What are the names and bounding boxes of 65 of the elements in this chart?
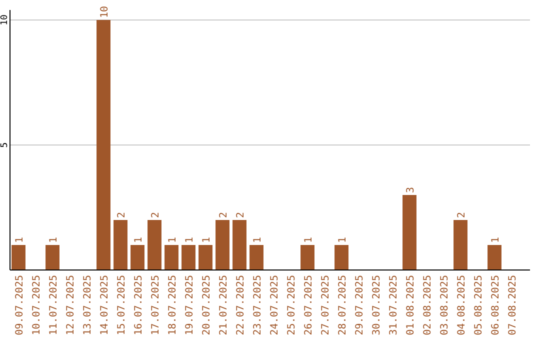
x-tick-label: 16.07.2025	[134, 275, 144, 336]
bar	[114, 220, 128, 270]
bar	[250, 245, 264, 270]
data-label: 1	[134, 236, 144, 243]
x-tick-label: 23.07.2025	[252, 275, 264, 336]
x-tick-label: 04.08.2025	[456, 275, 468, 336]
x-tick-label: 18.07.2025	[168, 275, 178, 336]
bar	[454, 220, 468, 270]
x-tick-label: 22.07.2025	[236, 275, 246, 336]
data-label: 10	[100, 6, 110, 18]
data-label: 1	[304, 236, 314, 243]
data-label: 2	[218, 212, 230, 218]
x-tick-label: 29.07.2025	[354, 275, 366, 336]
y-tick-label: 5	[0, 142, 10, 148]
bar	[96, 20, 110, 270]
x-tick-label: 27.07.2025	[320, 275, 332, 336]
data-label: 1	[168, 236, 178, 243]
bar	[334, 245, 348, 270]
x-tick-label: 09.07.2025	[14, 275, 26, 336]
x-tick-label: 30.07.2025	[372, 275, 382, 336]
data-label: 3	[406, 186, 416, 193]
data-label: 2	[456, 212, 468, 218]
x-tick-label: 15.07.2025	[116, 275, 128, 336]
data-label: 1	[252, 236, 264, 243]
bar	[148, 220, 162, 270]
x-tick-label: 19.07.2025	[184, 275, 196, 336]
x-tick-label: 28.07.2025	[338, 275, 348, 336]
bar	[488, 245, 502, 270]
bar	[232, 220, 246, 270]
bar	[164, 245, 178, 270]
data-label: 1	[490, 236, 502, 243]
data-label: 1	[184, 236, 196, 243]
x-tick-label: 06.08.2025	[490, 275, 502, 336]
x-tick-label: 17.07.2025	[150, 275, 162, 336]
x-tick-label: 14.07.2025	[100, 275, 110, 336]
data-label: 1	[14, 236, 26, 243]
bar	[46, 245, 60, 270]
bar	[130, 245, 144, 270]
x-tick-label: 07.08.2025	[508, 275, 518, 336]
x-tick-label: 02.08.2025	[422, 275, 434, 336]
x-tick-label: 11.07.2025	[48, 275, 60, 336]
bar	[402, 195, 416, 270]
x-tick-label: 05.08.2025	[474, 275, 484, 336]
data-label: 1	[48, 236, 60, 243]
x-tick-label: 20.07.2025	[202, 275, 212, 336]
x-tick-label: 21.07.2025	[218, 275, 230, 336]
bar	[12, 245, 26, 270]
data-label: 2	[116, 212, 128, 218]
data-label: 1	[338, 236, 348, 243]
x-tick-label: 13.07.2025	[82, 275, 94, 336]
bar	[198, 245, 212, 270]
x-tick-label: 25.07.2025	[286, 275, 298, 336]
bar	[216, 220, 230, 270]
x-tick-label: 31.07.2025	[388, 275, 400, 336]
x-tick-label: 12.07.2025	[66, 275, 76, 336]
x-tick-label: 26.07.2025	[304, 275, 314, 336]
x-tick-label: 10.07.2025	[32, 275, 42, 336]
data-label: 2	[236, 212, 246, 218]
x-tick-label: 24.07.2025	[270, 275, 280, 336]
data-label: 1	[202, 236, 212, 243]
x-tick-label: 01.08.2025	[406, 275, 416, 336]
bar	[182, 245, 196, 270]
data-label: 2	[150, 212, 162, 218]
bar	[300, 245, 314, 270]
x-tick-label: 03.08.2025	[440, 275, 450, 336]
